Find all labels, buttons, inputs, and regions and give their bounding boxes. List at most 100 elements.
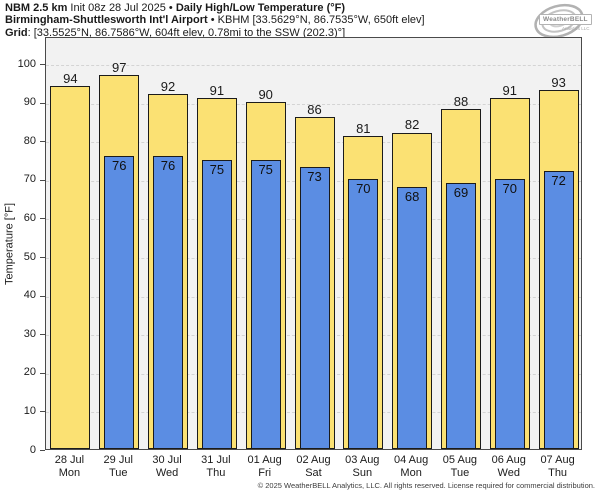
y-tick-label: 50 [23,250,36,263]
high-value-label: 97 [111,59,127,75]
x-tick-label: 30 Jul Wed [143,454,192,479]
y-tick-label: 0 [29,443,36,456]
low-value-label: 73 [307,169,322,185]
x-tick-date: 04 Aug [393,454,429,466]
x-tick-weekday: Wed [155,466,179,479]
high-value-label: 88 [453,94,469,110]
low-value-label: 75 [258,161,273,177]
y-tick-mark [40,257,45,258]
x-tick-date: 06 Aug [491,454,526,466]
y-tick-mark [40,334,45,336]
x-tick-label: 04 Aug Mon [387,454,436,479]
low-value-label: 76 [160,157,176,173]
x-tick-date: 28 Jul [54,454,85,466]
x-tick-label: 06 Aug Wed [484,454,533,479]
y-tick-label: 60 [23,211,36,224]
y-tick-mark [40,411,45,413]
y-tick-mark [40,295,45,297]
y-tick-label: 10 [23,404,36,417]
x-tick-label: 01 Aug Fri [240,454,289,479]
header-line-1: NBM 2.5 km Init 08z 28 Jul 2025 • Daily … [5,2,425,14]
x-tick-date: 03 Aug [345,454,380,466]
y-tick-label: 90 [23,96,36,109]
station-meta: KBHM [33.5629°N, 86.7535°W, 650ft elev] [217,14,425,27]
y-tick-label: 70 [23,173,36,186]
grid-label: Grid [5,26,28,39]
low-bar-05-aug: 69 [445,182,476,449]
model-name: NBM 2.5 km [5,2,68,14]
high-value-label: 93 [551,75,566,91]
x-tick-label: 03 Aug Sun [338,454,387,479]
low-value-label: 70 [356,180,371,196]
low-value-label: 69 [453,184,469,200]
x-tick-date: 01 Aug [247,454,282,466]
low-bar-29-jul: 76 [104,155,135,449]
station-name: Birmingham-Shuttlesworth Int'l Airport [5,14,208,27]
y-tick-label: 80 [23,134,36,147]
y-tick-mark [40,450,45,451]
y-tick-label: 100 [17,57,36,70]
grid-meta: : [33.5525°N, 86.7586°W, 604ft elev, 0.7… [27,26,346,39]
low-bar-01-aug: 75 [250,159,281,449]
low-bar-06-aug: 70 [494,178,525,449]
x-tick-date: 02 Aug [296,454,331,466]
x-tick-label: 05 Aug Tue [436,454,485,479]
chart-header: NBM 2.5 km Init 08z 28 Jul 2025 • Daily … [5,2,425,39]
init-time: Init 08z 28 Jul 2025 [70,2,166,14]
low-value-label: 75 [209,161,225,177]
high-value-label: 81 [356,121,371,137]
y-tick-label: 40 [23,289,36,302]
y-tick-mark [40,372,45,374]
x-tick-date: 05 Aug [442,454,478,466]
y-tick-mark [40,102,45,104]
x-tick-date: 07 Aug [540,454,575,466]
low-bar-07-aug: 72 [543,171,574,449]
header-line-2: Birmingham-Shuttlesworth Int'l Airport •… [5,14,425,26]
header-line-3: Grid: [33.5525°N, 86.7586°W, 604ft elev,… [5,27,425,39]
x-tick-weekday: Sun [352,466,373,479]
x-tick-date: 31 Jul [201,454,231,466]
x-tick-weekday: Tue [108,466,128,479]
y-tick-mark [40,64,45,66]
x-tick-weekday: Thu [548,466,568,479]
x-tick-weekday: Mon [400,466,422,479]
x-tick-date: 30 Jul [152,454,182,466]
low-value-label: 76 [111,157,127,173]
x-tick-weekday: Thu [206,466,226,479]
low-value-label: 68 [404,188,420,204]
low-bar-04-aug: 68 [397,186,428,449]
y-tick-label: 30 [23,327,36,340]
low-value-label: 70 [502,180,517,196]
low-bar-30-jul: 76 [153,155,184,449]
low-value-label: 72 [551,173,566,189]
x-tick-weekday: Tue [450,466,470,479]
y-tick-mark [40,218,45,220]
high-value-label: 82 [404,117,420,133]
copyright-text: © 2025 WeatherBELL Analytics, LLC. All r… [257,481,595,490]
y-tick-label: 20 [23,366,36,379]
bullet-separator: • [210,14,215,27]
x-tick-weekday: Mon [58,466,81,479]
high-value-label: 92 [160,78,176,94]
high-value-label: 90 [258,86,273,102]
x-tick-date: 29 Jul [103,454,133,466]
high-value-label: 86 [307,102,322,118]
x-tick-weekday: Sat [305,466,322,479]
low-bar-03-aug: 70 [348,178,379,449]
x-tick-label: 29 Jul Tue [94,454,143,479]
plot-area: 94 97 76 92 76 91 75 90 75 86 73 81 70 82 68 88 69 91 70 93… [45,37,582,450]
high-value-label: 94 [63,71,78,87]
x-tick-label: 31 Jul Thu [191,454,240,479]
weatherbell-logo: WeatherBELL Analytics LLC [532,1,594,41]
gridline-90 [46,103,581,105]
x-tick-label: 28 Jul Mon [45,454,94,479]
high-value-label: 91 [209,82,225,98]
y-tick-mark [40,141,45,143]
product-name: Daily High/Low Temperature (°F) [175,2,346,14]
x-tick-weekday: Wed [497,466,520,479]
logo-sub-text: Analytics LLC [562,26,590,31]
high-bar-28-jul [50,86,91,449]
x-tick-label: 07 Aug Thu [533,454,582,479]
logo-brand-text: WeatherBELL [539,14,592,25]
